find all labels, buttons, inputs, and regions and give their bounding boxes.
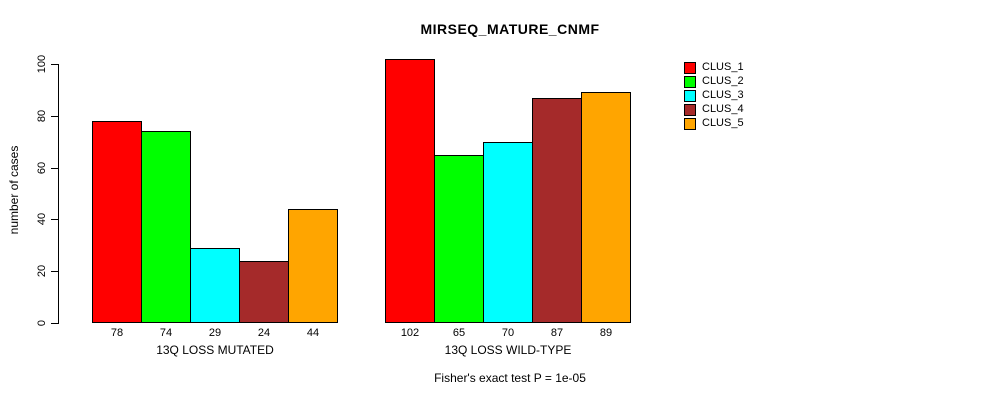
y-axis-tick [51,323,59,324]
y-axis-tick-label: 0 [36,319,48,327]
bar-value-label: 70 [501,327,515,339]
category-label: 13Q LOSS MUTATED [156,343,274,357]
bar-value-label: 29 [208,327,222,339]
bar-value-label: 102 [400,327,420,339]
y-axis-tick [51,64,59,65]
legend-label: CLUS_3 [702,89,744,101]
legend-label: CLUS_1 [702,61,744,73]
legend-item-clus_1: CLUS_1 [684,61,744,74]
legend-swatch [684,61,696,74]
bar-value-label: 74 [159,327,173,339]
legend-swatch [684,103,696,116]
bar-clus_5-1 [288,209,338,323]
y-axis-tick-label: 60 [36,161,48,175]
y-axis-label: number of cases [7,145,21,235]
y-axis-tick-label: 80 [36,109,48,123]
y-axis-tick-label: 40 [36,212,48,226]
legend-label: CLUS_4 [702,103,744,115]
bar-clus_1-2 [385,59,435,323]
legend-item-clus_5: CLUS_5 [684,117,744,130]
legend-item-clus_3: CLUS_3 [684,89,744,102]
chart-title: MIRSEQ_MATURE_CNMF [420,21,600,37]
legend-swatch [684,89,696,102]
bar-clus_4-1 [239,261,289,323]
bar-clus_3-1 [190,248,240,323]
category-label: 13Q LOSS WILD-TYPE [444,343,572,357]
bar-clus_2-1 [141,131,191,323]
y-axis-tick-label: 20 [36,264,48,278]
bar-value-label: 65 [452,327,466,339]
y-axis-tick [51,168,59,169]
y-axis-tick-label: 100 [36,54,48,74]
bar-clus_1-1 [92,121,142,323]
bar-value-label: 44 [306,327,320,339]
fisher-test-annotation: Fisher's exact test P = 1e-05 [434,371,586,385]
legend: CLUS_1 CLUS_2 CLUS_3 CLUS_4 CLUS_5 [684,61,744,131]
bar-value-label: 87 [550,327,564,339]
y-axis-line [58,64,59,324]
bar-value-label: 24 [257,327,271,339]
bar-value-label: 89 [599,327,613,339]
legend-label: CLUS_5 [702,117,744,129]
bar-clus_4-2 [532,98,582,323]
legend-item-clus_4: CLUS_4 [684,103,744,116]
bar-value-label: 78 [110,327,124,339]
legend-label: CLUS_2 [702,75,744,87]
legend-swatch [684,75,696,88]
bar-clus_5-2 [581,92,631,323]
y-axis-tick [51,271,59,272]
legend-swatch [684,117,696,130]
y-axis-tick [51,219,59,220]
bar-clus_3-2 [483,142,533,323]
bar-clus_2-2 [434,155,484,323]
legend-item-clus_2: CLUS_2 [684,75,744,88]
y-axis-tick [51,116,59,117]
